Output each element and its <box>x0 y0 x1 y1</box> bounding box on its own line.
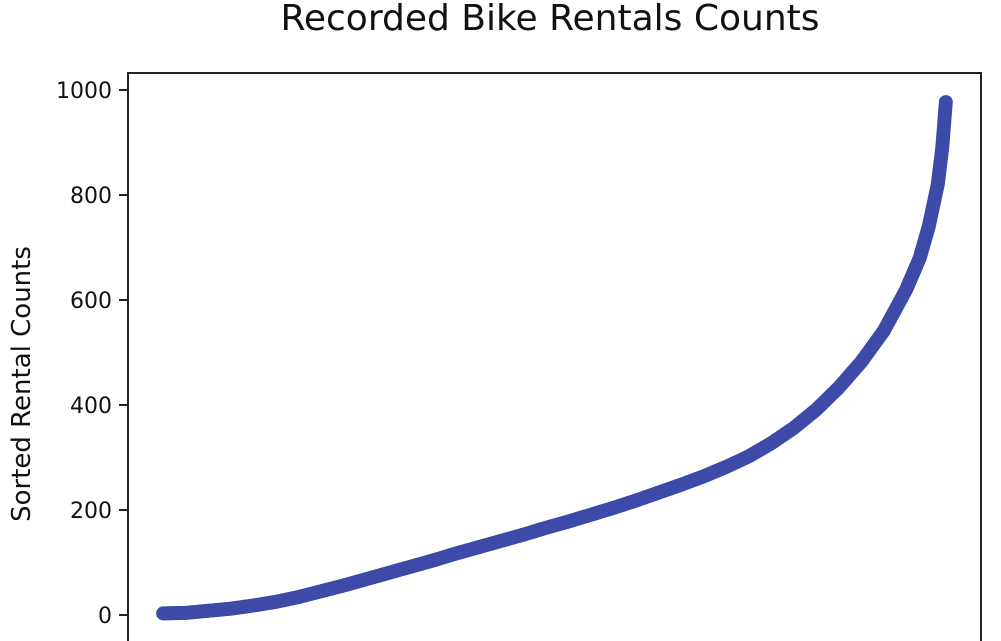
y-tick-label: 400 <box>70 394 112 419</box>
plot-area-frame <box>127 72 982 641</box>
chart-title: Recorded Bike Rentals Counts <box>280 0 819 39</box>
data-points <box>156 95 953 621</box>
y-axis-ticks: 0 200 400 600 800 1000 <box>56 79 128 629</box>
y-tick-label: 600 <box>70 289 112 314</box>
y-tick-label: 0 <box>98 604 112 629</box>
y-axis-label: Sorted Rental Counts <box>7 246 37 522</box>
y-tick-label: 800 <box>70 184 112 209</box>
y-tick-label: 1000 <box>56 79 112 104</box>
data-point <box>938 95 953 110</box>
y-tick-label: 200 <box>70 499 112 524</box>
